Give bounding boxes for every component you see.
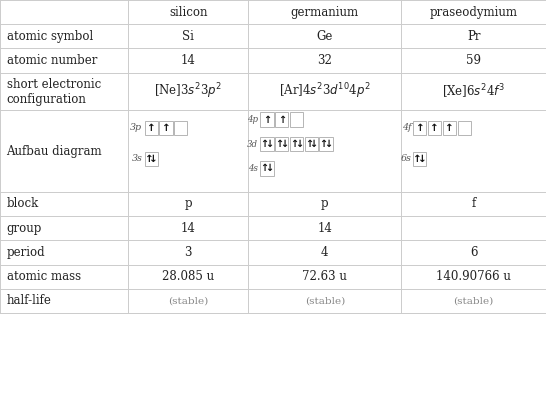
Text: (stable): (stable) (305, 296, 345, 306)
Text: p: p (321, 197, 329, 211)
Text: ↓: ↓ (295, 139, 303, 149)
FancyBboxPatch shape (145, 121, 158, 135)
Text: ↓: ↓ (310, 139, 318, 149)
FancyBboxPatch shape (145, 152, 158, 166)
Text: 4p: 4p (247, 115, 258, 124)
Text: ↓: ↓ (418, 154, 426, 164)
Text: period: period (7, 246, 45, 259)
Text: 6: 6 (470, 246, 477, 259)
Text: [Ne]3$s^2$3$p^2$: [Ne]3$s^2$3$p^2$ (155, 82, 222, 101)
Text: ↑: ↑ (147, 123, 156, 133)
Text: atomic number: atomic number (7, 54, 97, 67)
FancyBboxPatch shape (174, 121, 187, 135)
FancyBboxPatch shape (260, 137, 274, 151)
Text: 4: 4 (321, 246, 329, 259)
Text: Ge: Ge (317, 30, 333, 43)
FancyBboxPatch shape (413, 152, 426, 166)
FancyBboxPatch shape (260, 161, 274, 176)
Text: ↑: ↑ (305, 139, 313, 149)
Text: (stable): (stable) (168, 296, 209, 306)
Text: ↑: ↑ (145, 154, 153, 164)
Text: ↑: ↑ (260, 163, 269, 173)
FancyBboxPatch shape (260, 112, 274, 127)
Text: ↓: ↓ (324, 139, 333, 149)
FancyBboxPatch shape (428, 121, 441, 135)
Text: short electronic
configuration: short electronic configuration (7, 78, 101, 105)
Text: praseodymium: praseodymium (430, 5, 518, 19)
Text: ↓: ↓ (265, 163, 274, 173)
FancyBboxPatch shape (275, 137, 288, 151)
Text: Si: Si (182, 30, 194, 43)
Text: atomic mass: atomic mass (7, 270, 81, 283)
FancyBboxPatch shape (159, 121, 173, 135)
Text: 3: 3 (185, 246, 192, 259)
Text: ↓: ↓ (149, 154, 158, 164)
Text: ↑: ↑ (263, 115, 271, 125)
FancyBboxPatch shape (319, 137, 333, 151)
Text: (stable): (stable) (454, 296, 494, 306)
Text: ↑: ↑ (278, 115, 286, 125)
Text: ↑: ↑ (416, 123, 424, 133)
Text: ↑: ↑ (413, 154, 422, 164)
Text: 4f: 4f (402, 123, 411, 132)
Text: [Ar]4$s^2$3$d^{10}$4$p^2$: [Ar]4$s^2$3$d^{10}$4$p^2$ (279, 82, 371, 101)
Text: Aufbau diagram: Aufbau diagram (7, 145, 102, 158)
Text: ↑: ↑ (275, 139, 283, 149)
Text: [Xe]6$s^2$4$f^3$: [Xe]6$s^2$4$f^3$ (442, 82, 506, 101)
FancyBboxPatch shape (275, 112, 288, 127)
Text: silicon: silicon (169, 5, 207, 19)
FancyBboxPatch shape (443, 121, 456, 135)
FancyBboxPatch shape (458, 121, 471, 135)
Text: f: f (472, 197, 476, 211)
FancyBboxPatch shape (305, 137, 318, 151)
FancyBboxPatch shape (290, 137, 303, 151)
Text: ↑: ↑ (430, 123, 439, 133)
Text: 14: 14 (317, 222, 333, 235)
Text: 28.085 u: 28.085 u (162, 270, 215, 283)
Text: 3d: 3d (247, 140, 258, 148)
Text: atomic symbol: atomic symbol (7, 30, 93, 43)
Text: 3s: 3s (132, 154, 143, 163)
Text: 140.90766 u: 140.90766 u (436, 270, 511, 283)
Text: 4s: 4s (248, 164, 258, 173)
Text: ↑: ↑ (445, 123, 454, 133)
Text: 59: 59 (466, 54, 481, 67)
Text: 14: 14 (181, 222, 196, 235)
FancyBboxPatch shape (290, 112, 303, 127)
Text: ↑: ↑ (260, 139, 269, 149)
Text: ↑: ↑ (290, 139, 298, 149)
Text: 72.63 u: 72.63 u (302, 270, 347, 283)
Text: 3p: 3p (130, 123, 143, 132)
Text: p: p (185, 197, 192, 211)
FancyBboxPatch shape (413, 121, 426, 135)
Text: 14: 14 (181, 54, 196, 67)
Text: ↓: ↓ (280, 139, 288, 149)
Text: half-life: half-life (7, 294, 51, 308)
Text: block: block (7, 197, 39, 211)
Text: ↑: ↑ (162, 123, 170, 133)
Text: 6s: 6s (400, 154, 411, 163)
Text: group: group (7, 222, 42, 235)
Text: ↓: ↓ (265, 139, 274, 149)
Text: germanium: germanium (291, 5, 359, 19)
Text: Pr: Pr (467, 30, 480, 43)
Text: 32: 32 (317, 54, 333, 67)
Text: ↑: ↑ (319, 139, 328, 149)
